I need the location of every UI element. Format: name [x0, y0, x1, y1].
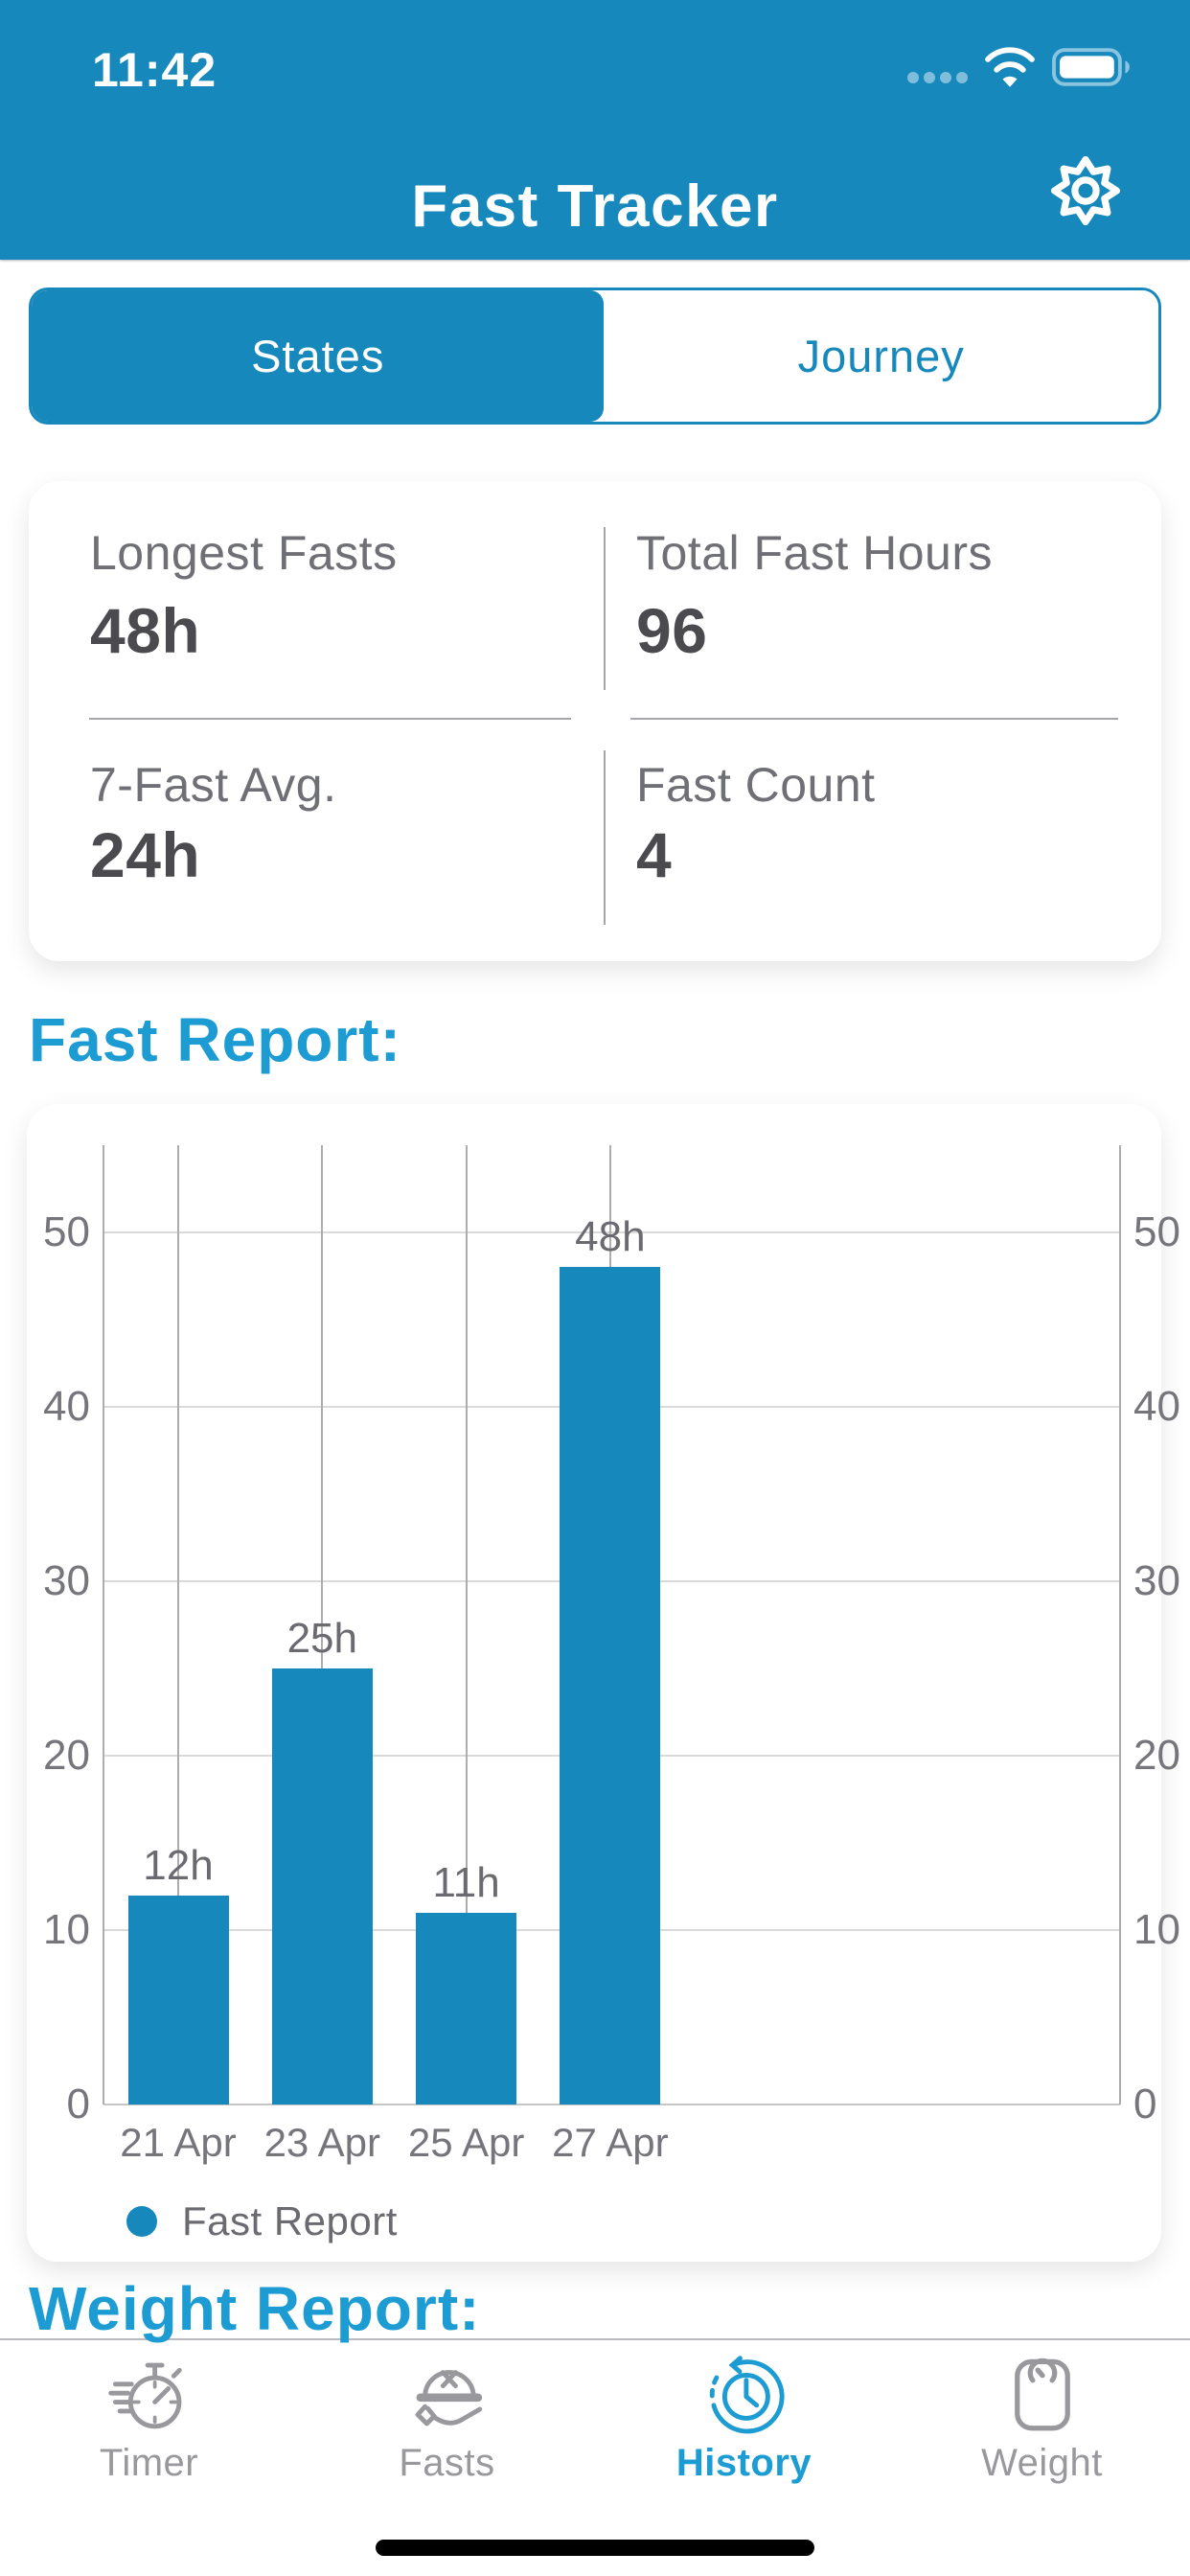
- tab-fasts-label: Fasts: [399, 2442, 495, 2484]
- bottom-tab-bar: Timer Fasts History Weight: [0, 2338, 1190, 2576]
- wifi-icon: [983, 45, 1037, 89]
- stat-value-7-fast-avg: 24h: [90, 819, 201, 890]
- tab-weight[interactable]: Weight: [893, 2340, 1190, 2532]
- y-axis-label-left: 0: [66, 2081, 90, 2128]
- bar-value-label: 48h: [575, 1213, 646, 1261]
- stat-label-total-fast-hours: Total Fast Hours: [636, 526, 994, 580]
- grid-line-h: [103, 2104, 1120, 2105]
- divider-vertical-top: [604, 527, 606, 690]
- grid-line-v: [1119, 1145, 1121, 2104]
- navigation-bar: 11:42 Fast Tracker: [0, 0, 1190, 260]
- cloche-icon: [404, 2352, 491, 2438]
- stat-value-total-fast-hours: 96: [636, 595, 708, 666]
- home-indicator[interactable]: [376, 2540, 814, 2556]
- scale-icon: [999, 2352, 1086, 2438]
- grid-line-v: [465, 1145, 468, 2104]
- tab-timer-label: Timer: [99, 2442, 199, 2484]
- tab-timer[interactable]: Timer: [0, 2340, 298, 2532]
- y-axis-label-left: 50: [43, 1208, 90, 1255]
- y-axis-label-right: 30: [1133, 1557, 1180, 1604]
- x-axis-label: 25 Apr: [407, 2120, 525, 2165]
- bar-21-apr[interactable]: [127, 1895, 229, 2104]
- y-axis-label-left: 20: [43, 1732, 90, 1779]
- tab-history-label: History: [675, 2442, 812, 2484]
- y-axis-label-right: 20: [1133, 1732, 1180, 1779]
- stat-value-longest-fasts: 48h: [90, 595, 201, 666]
- y-axis-label-left: 10: [43, 1906, 90, 1953]
- y-axis-label-right: 10: [1133, 1906, 1180, 1953]
- y-axis-label-right: 50: [1133, 1208, 1180, 1255]
- grid-line-v: [321, 1145, 324, 2104]
- divider-horizontal-right: [630, 718, 1118, 720]
- grid-line-h: [103, 1231, 1120, 1233]
- fast-report-chart: 0 0 10 10 20 20 30 30 40 40 50 50 12h 21 Apr 25h 23 Apr…: [27, 1104, 1180, 2262]
- weight-report-heading: Weight Report:: [29, 2274, 481, 2343]
- status-icons: [906, 38, 1134, 96]
- tab-states[interactable]: States: [32, 290, 605, 422]
- legend-label: Fast Report: [182, 2198, 398, 2243]
- y-axis-label-right: 0: [1133, 2081, 1157, 2128]
- states-journey-segmented-control: States Journey: [29, 288, 1161, 425]
- fast-report-chart-card: 0 0 10 10 20 20 30 30 40 40 50 50 12h 21 Apr 25h 23 Apr…: [27, 1104, 1180, 2262]
- x-axis-label: 27 Apr: [552, 2120, 669, 2165]
- stat-value-fast-count: 4: [636, 819, 673, 890]
- grid-line-v: [103, 1145, 104, 2104]
- tab-history[interactable]: History: [595, 2340, 893, 2532]
- bar-value-label: 11h: [432, 1858, 500, 1906]
- stat-label-longest-fasts: Longest Fasts: [90, 526, 398, 580]
- legend-marker-icon: [126, 2206, 157, 2237]
- history-clock-icon: [701, 2352, 788, 2438]
- divider-vertical-bottom: [604, 750, 606, 925]
- bar-value-label: 12h: [143, 1841, 214, 1889]
- y-axis-label-left: 30: [43, 1557, 90, 1604]
- y-axis-label-left: 40: [43, 1383, 90, 1430]
- page-title: Fast Tracker: [411, 173, 779, 240]
- chart-legend: Fast Report: [126, 2198, 398, 2244]
- x-axis-label: 21 Apr: [120, 2120, 237, 2165]
- tab-journey[interactable]: Journey: [604, 290, 1158, 422]
- signal-dots-icon: [906, 71, 970, 84]
- status-time: 11:42: [92, 43, 217, 97]
- fast-report-heading: Fast Report:: [29, 1005, 401, 1074]
- x-axis-label: 23 Apr: [263, 2120, 381, 2165]
- battery-icon: [1050, 48, 1134, 86]
- bar-27-apr[interactable]: [560, 1267, 661, 2104]
- bar-25-apr[interactable]: [416, 1912, 517, 2104]
- gear-icon[interactable]: [1046, 151, 1125, 230]
- y-axis-label-right: 40: [1133, 1383, 1180, 1430]
- stats-summary-card: Longest Fasts 48h Total Fast Hours 96 7-…: [29, 481, 1161, 961]
- bar-23-apr[interactable]: [271, 1668, 373, 2104]
- divider-horizontal-left: [89, 718, 571, 720]
- stopwatch-icon: [106, 2352, 193, 2438]
- stat-label-7-fast-avg: 7-Fast Avg.: [90, 758, 337, 812]
- grid-line-v: [177, 1145, 179, 2104]
- tab-fasts[interactable]: Fasts: [298, 2340, 596, 2532]
- stat-label-fast-count: Fast Count: [636, 758, 876, 812]
- bar-value-label: 25h: [286, 1615, 357, 1662]
- tab-weight-label: Weight: [981, 2442, 1103, 2484]
